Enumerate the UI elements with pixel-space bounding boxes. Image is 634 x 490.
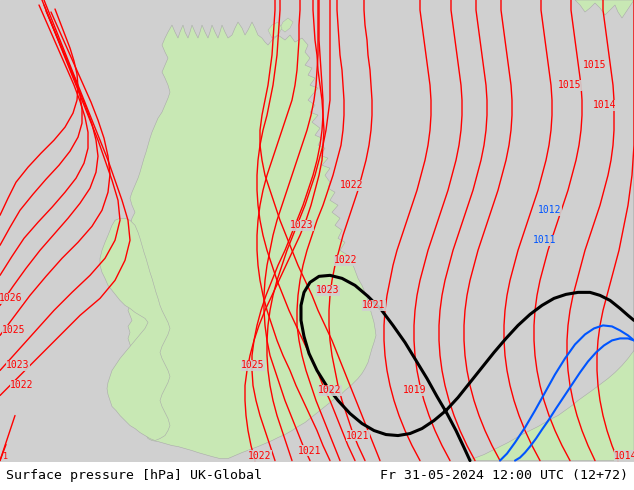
Text: 1021: 1021: [298, 445, 321, 456]
Polygon shape: [268, 22, 282, 38]
Text: 1023: 1023: [290, 220, 314, 230]
Text: 1026: 1026: [0, 294, 23, 303]
Text: 1021: 1021: [346, 431, 370, 441]
Text: Surface pressure [hPa] UK-Global: Surface pressure [hPa] UK-Global: [6, 469, 262, 482]
Text: Fr 31-05-2024 12:00 UTC (12+72): Fr 31-05-2024 12:00 UTC (12+72): [380, 469, 628, 482]
Text: 1023: 1023: [316, 285, 340, 295]
Polygon shape: [280, 18, 293, 32]
Polygon shape: [468, 0, 634, 461]
Text: 1014: 1014: [614, 451, 634, 461]
Text: 1022: 1022: [249, 451, 272, 461]
Text: 1015: 1015: [559, 80, 582, 90]
Text: 1022: 1022: [318, 386, 342, 395]
Polygon shape: [575, 0, 634, 18]
Text: 1011: 1011: [533, 235, 557, 245]
Text: 1022: 1022: [10, 380, 34, 391]
Text: 1023: 1023: [6, 361, 30, 370]
Polygon shape: [128, 22, 376, 459]
Text: 1012: 1012: [538, 205, 562, 215]
Text: 1019: 1019: [403, 386, 427, 395]
Text: 1025: 1025: [242, 361, 265, 370]
Text: 1022: 1022: [340, 180, 364, 190]
Text: 1014: 1014: [593, 100, 617, 110]
Polygon shape: [100, 218, 170, 441]
Text: 1021: 1021: [362, 300, 385, 310]
Text: 1: 1: [3, 452, 8, 461]
Text: 1015: 1015: [583, 60, 607, 70]
Text: 1022: 1022: [334, 255, 358, 265]
Text: 1025: 1025: [3, 325, 26, 336]
